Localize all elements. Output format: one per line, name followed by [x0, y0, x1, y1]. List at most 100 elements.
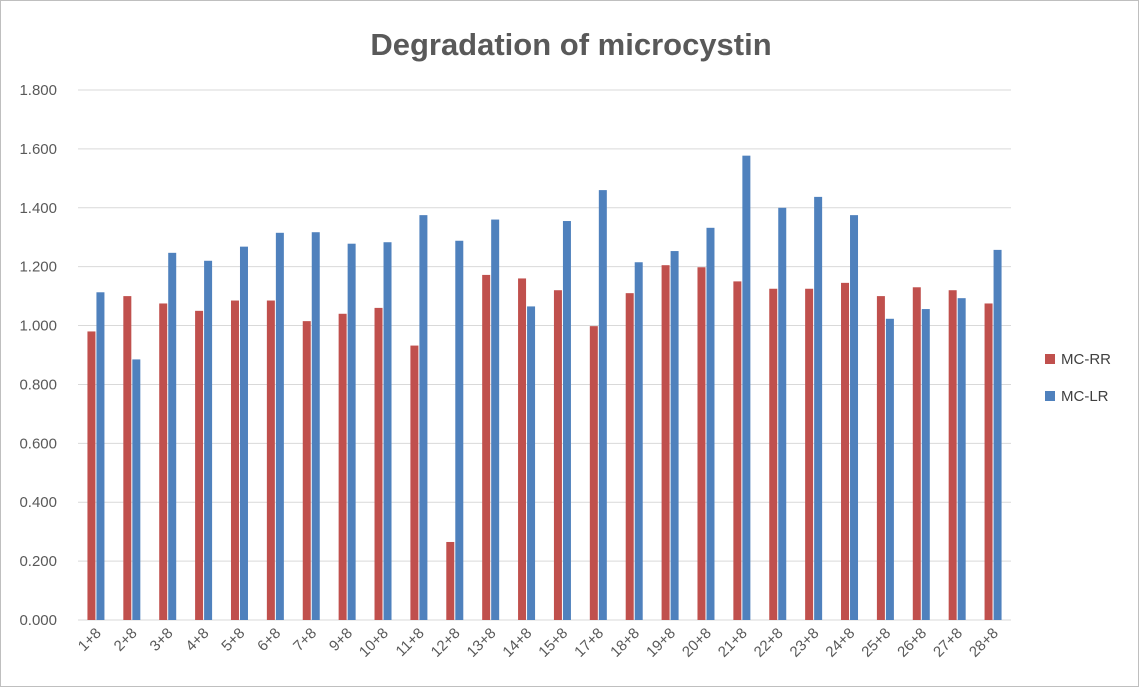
x-tick-label: 17+8: [571, 625, 607, 661]
x-tick-label: 26+8: [894, 625, 930, 661]
bar-mc-rr-23+8: [805, 288, 814, 620]
x-tick-label: 10+8: [356, 625, 392, 661]
x-tick-label: 21+8: [715, 625, 751, 661]
x-tick-label: 28+8: [966, 625, 1002, 661]
bars: [87, 155, 1002, 621]
x-tick-label: 6+8: [254, 625, 284, 655]
x-tick-label: 2+8: [111, 625, 141, 655]
bar-mc-rr-9+8: [338, 313, 347, 620]
bar-mc-rr-7+8: [302, 321, 311, 620]
bar-mc-rr-4+8: [195, 310, 204, 620]
bar-mc-rr-24+8: [841, 282, 850, 620]
gridlines: [78, 89, 1011, 621]
bar-mc-rr-12+8: [446, 541, 455, 620]
x-tick-label: 14+8: [499, 625, 535, 661]
bar-mc-lr-4+8: [204, 260, 213, 620]
x-tick-label: 11+8: [393, 625, 428, 660]
bar-mc-lr-12+8: [455, 240, 464, 620]
bar-mc-rr-27+8: [948, 290, 957, 620]
x-tick-label: 20+8: [679, 625, 715, 661]
bar-mc-rr-19+8: [661, 265, 670, 620]
bar-mc-rr-15+8: [553, 290, 562, 620]
x-tick-label: 18+8: [607, 625, 643, 661]
y-tick-label: 0.400: [19, 494, 57, 511]
x-tick-label: 7+8: [290, 625, 320, 655]
bar-mc-lr-3+8: [168, 252, 177, 621]
bar-mc-lr-26+8: [921, 309, 930, 620]
bar-mc-rr-5+8: [230, 300, 239, 620]
bar-mc-lr-14+8: [527, 306, 536, 620]
bar-mc-lr-19+8: [670, 251, 679, 621]
bar-mc-lr-1+8: [96, 292, 105, 620]
x-tick-label: 1+8: [75, 625, 105, 655]
x-tick-label: 3+8: [147, 625, 177, 655]
bar-mc-lr-15+8: [562, 221, 571, 620]
bar-mc-lr-11+8: [419, 215, 428, 620]
x-tick-label: 13+8: [464, 625, 500, 661]
bar-mc-lr-20+8: [706, 227, 715, 621]
bar-mc-lr-24+8: [850, 215, 859, 620]
bar-mc-rr-14+8: [518, 278, 527, 620]
bar-mc-rr-25+8: [876, 296, 885, 620]
y-tick-label: 1.800: [19, 82, 57, 99]
x-tick-label: 25+8: [858, 625, 894, 661]
bar-mc-rr-13+8: [482, 274, 491, 620]
bar-mc-rr-2+8: [123, 296, 132, 620]
legend-label-mc-lr: MC-LR: [1061, 388, 1109, 405]
x-tick-label: 23+8: [787, 625, 823, 661]
bar-mc-lr-5+8: [239, 246, 248, 620]
y-axis-ticks: 0.000 0.200 0.400 0.600 0.800 1.000 1.200 1.400…: [19, 82, 57, 629]
bar-mc-rr-18+8: [625, 293, 634, 620]
bar-mc-rr-28+8: [984, 303, 993, 620]
y-tick-label: 0.000: [19, 612, 57, 629]
bar-mc-rr-21+8: [733, 281, 742, 620]
legend: MC-RR MC-LR: [1045, 351, 1111, 405]
legend-label-mc-rr: MC-RR: [1061, 351, 1111, 368]
x-tick-label: 19+8: [643, 625, 679, 661]
x-tick-label: 24+8: [822, 625, 858, 661]
bar-mc-lr-25+8: [885, 318, 894, 620]
y-tick-label: 1.600: [19, 141, 57, 158]
bar-mc-lr-18+8: [634, 262, 643, 620]
x-tick-label: 4+8: [182, 625, 212, 655]
chart-title: Degradation of microcystin: [370, 27, 771, 62]
y-tick-label: 1.400: [19, 200, 57, 217]
y-tick-label: 0.600: [19, 435, 57, 452]
x-tick-label: 27+8: [930, 625, 966, 661]
y-tick-label: 0.200: [19, 553, 57, 570]
bar-mc-lr-7+8: [311, 232, 320, 620]
bar-mc-lr-10+8: [383, 242, 392, 620]
y-tick-label: 0.800: [19, 376, 57, 393]
x-tick-label: 15+8: [535, 625, 571, 661]
x-tick-label: 5+8: [218, 625, 248, 655]
bar-mc-lr-13+8: [491, 219, 500, 621]
bar-mc-lr-21+8: [742, 155, 751, 620]
y-tick-label: 1.200: [19, 259, 57, 276]
x-tick-label: 22+8: [751, 625, 787, 661]
bar-mc-lr-28+8: [993, 249, 1002, 620]
x-tick-label: 12+8: [428, 625, 464, 661]
y-tick-label: 1.000: [19, 318, 57, 335]
bar-mc-rr-6+8: [266, 300, 275, 620]
bar-mc-rr-10+8: [374, 307, 383, 620]
bar-mc-lr-9+8: [347, 243, 356, 620]
bar-mc-lr-6+8: [275, 232, 284, 621]
bar-mc-lr-17+8: [598, 190, 607, 620]
bar-mc-rr-26+8: [912, 287, 921, 620]
bar-mc-rr-1+8: [87, 331, 96, 620]
bar-mc-rr-20+8: [697, 267, 706, 620]
legend-swatch-mc-rr: [1045, 354, 1055, 364]
x-axis-ticks: 1+8 2+8 3+8 4+8 5+8 6+8 7+8 9+8 10+8 11+8 12+8 13+8…: [75, 625, 1002, 661]
bar-mc-lr-22+8: [778, 207, 787, 620]
x-tick-label: 9+8: [326, 625, 356, 655]
legend-swatch-mc-lr: [1045, 391, 1055, 401]
bar-mc-rr-17+8: [589, 326, 598, 620]
bar-mc-lr-23+8: [814, 196, 823, 620]
bar-mc-rr-11+8: [410, 345, 419, 620]
bar-mc-rr-22+8: [769, 288, 778, 620]
bar-mc-lr-27+8: [957, 298, 966, 620]
bar-mc-rr-3+8: [159, 303, 168, 620]
bar-mc-lr-2+8: [132, 359, 141, 620]
